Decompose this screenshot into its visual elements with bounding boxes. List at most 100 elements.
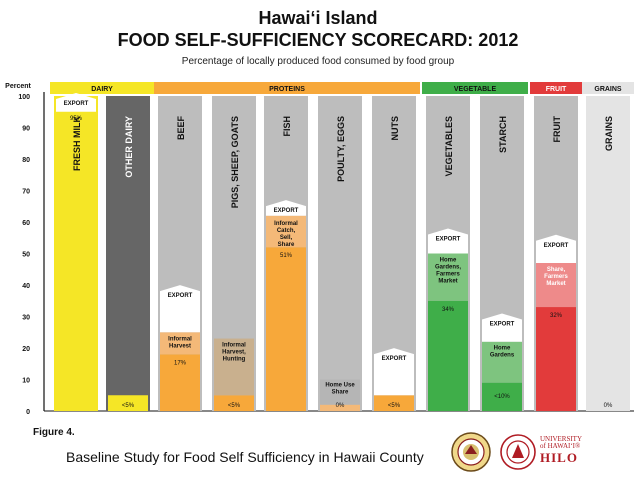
export-block-starch — [482, 313, 522, 342]
group-label: FRUIT — [546, 86, 567, 93]
university-name: UNIVERSITY of HAWAI‘I® HILO — [540, 435, 582, 465]
footer-caption: Baseline Study for Food Self Sufficiency… — [66, 449, 424, 465]
bar-title-poulty-eggs: POULTY, EGGS — [336, 116, 346, 182]
bar-segment-vegetables — [428, 253, 468, 301]
value-label-fish: 51% — [280, 253, 293, 259]
y-tick-label: 40 — [22, 283, 30, 290]
bar-title-nuts: NUTS — [390, 116, 400, 141]
value-label-fresh-milk: 95% — [70, 116, 83, 122]
export-block-beef — [160, 285, 200, 333]
group-label: DAIRY — [91, 86, 113, 93]
sub-label-pigs-sheep-goats: Harvest, — [222, 350, 246, 356]
bar-segment-poulty-eggs — [320, 379, 360, 405]
sub-label-starch: Gardens — [490, 353, 515, 359]
group-header-dairy — [50, 82, 154, 94]
y-tick-label: 20 — [22, 346, 30, 353]
bar-segment-fruit — [536, 307, 576, 411]
sub-label-fruit: Market — [546, 281, 565, 287]
bar-segment-poulty-eggs — [320, 404, 360, 411]
export-label: EXPORT — [544, 243, 569, 249]
export-block-fruit — [536, 234, 576, 263]
group-header-proteins — [154, 82, 420, 94]
export-label: EXPORT — [274, 208, 299, 214]
bar-segment-pigs-sheep-goats — [214, 395, 254, 411]
export-label: EXPORT — [168, 293, 193, 299]
university-logo — [500, 434, 536, 470]
chart-title-line1: Hawai‘i Island — [258, 8, 378, 28]
value-label-nuts: <5% — [388, 403, 401, 409]
value-label-starch: <10% — [494, 394, 510, 400]
export-block-nuts — [374, 348, 414, 396]
bar-title-beef: BEEF — [176, 116, 186, 141]
bar-title-fruit: FRUIT — [552, 116, 562, 143]
sub-label-vegetables: Market — [438, 279, 457, 285]
bar-title-other-dairy: OTHER DAIRY — [124, 116, 134, 178]
y-tick-label: 50 — [22, 252, 30, 259]
university-line2: of HAWAI‘I® — [540, 442, 581, 451]
export-block-fish — [266, 200, 306, 216]
value-label-vegetables: 34% — [442, 307, 455, 313]
sub-label-starch: Home — [494, 346, 511, 352]
sub-label-fruit: Share, — [547, 267, 566, 273]
bar-segment-beef — [160, 354, 200, 411]
scorecard-chart: Percent 0 10 20 30 40 50 60 70 80 90 100 DAIRY PROTEI… — [5, 82, 634, 416]
bar-title-fish: FISH — [282, 116, 292, 137]
bar-title-pigs-sheep-goats: PIGS, SHEEP, GOATS — [230, 116, 240, 208]
sub-label-vegetables: Gardens, — [435, 265, 461, 271]
university-line3: HILO — [540, 449, 578, 465]
bar-title-fresh-milk: FRESH MILK — [72, 116, 82, 171]
sub-label-fish: Sell, — [280, 235, 293, 241]
sub-label-vegetables: Home — [440, 258, 457, 264]
bar-segment-starch — [482, 341, 522, 383]
export-label: EXPORT — [382, 356, 407, 362]
bar-segment-fish — [266, 215, 306, 248]
export-label: EXPORT — [64, 101, 89, 107]
sub-label-fruit: Farmers — [544, 274, 568, 280]
county-seal-logo — [451, 432, 491, 472]
y-tick-label: 10 — [22, 378, 30, 385]
chart-subtitle: Percentage of locally produced food cons… — [181, 56, 455, 67]
sub-label-poulty-eggs: Share — [332, 390, 349, 396]
figure-label: Figure 4. — [33, 427, 75, 438]
bar-segment-starch — [482, 382, 522, 411]
bar-segment-nuts — [374, 395, 414, 411]
y-tick-label: 90 — [22, 126, 30, 133]
bar-segment-beef — [160, 332, 200, 355]
sub-label-pigs-sheep-goats: Hunting — [223, 357, 246, 363]
bar-segment-fish — [266, 247, 306, 411]
sub-label-pigs-sheep-goats: Informal — [222, 343, 246, 349]
bar-segment-other-dairy — [108, 395, 148, 411]
bar-segment-pigs-sheep-goats — [214, 338, 254, 396]
bar-segment-fruit — [536, 262, 576, 308]
export-block-vegetables — [428, 228, 468, 254]
sub-label-beef: Informal — [168, 336, 192, 342]
y-tick-label: 70 — [22, 189, 30, 196]
sub-label-fish: Catch, — [277, 228, 296, 234]
group-header-grains — [582, 82, 634, 94]
bar-segment-vegetables — [428, 300, 468, 411]
sub-label-poulty-eggs: Home Use — [325, 383, 355, 389]
bar-segment-fresh-milk — [56, 111, 96, 411]
group-label: VEGETABLE — [454, 86, 497, 93]
value-label-beef: 17% — [174, 360, 187, 366]
group-header-fruit — [530, 82, 582, 94]
group-label: PROTEINS — [269, 86, 305, 93]
export-block-fresh-milk — [56, 93, 96, 112]
chart-title-line2: FOOD SELF-SUFFICIENCY SCORECARD: 2012 — [117, 30, 519, 50]
bar-bg-other-dairy — [106, 96, 150, 411]
y-tick-label: 0 — [26, 409, 30, 416]
bar-title-grains: GRAINS — [604, 116, 614, 151]
bar-title-starch: STARCH — [498, 116, 508, 153]
y-tick-label: 100 — [18, 94, 30, 101]
bar-title-vegetables: VEGETABLES — [444, 116, 454, 176]
sub-label-vegetables: Farmers — [436, 272, 460, 278]
export-label: EXPORT — [490, 322, 515, 328]
bar-bg-poulty-eggs — [318, 96, 362, 411]
sub-label-fish: Share — [278, 242, 295, 248]
y-tick-label: 80 — [22, 157, 30, 164]
group-label: GRAINS — [594, 86, 622, 93]
value-label-other-dairy: <5% — [122, 403, 135, 409]
y-tick-label: 60 — [22, 220, 30, 227]
value-label-pigs-sheep-goats: <5% — [228, 403, 241, 409]
bar-bg-grains — [586, 96, 630, 411]
